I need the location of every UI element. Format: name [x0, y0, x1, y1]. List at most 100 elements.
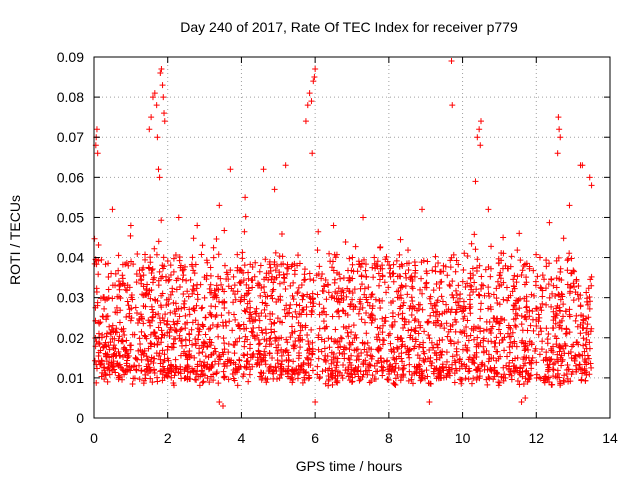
data-point — [147, 375, 154, 382]
data-point — [449, 102, 456, 109]
data-point — [359, 339, 366, 346]
data-point — [282, 162, 289, 169]
data-point — [586, 371, 593, 378]
data-point — [581, 356, 588, 363]
data-point — [102, 297, 109, 304]
data-point — [256, 281, 263, 288]
data-point — [195, 373, 202, 380]
data-point — [573, 368, 580, 375]
data-point — [133, 271, 140, 278]
data-point — [523, 304, 530, 311]
data-point — [155, 282, 162, 289]
data-point — [168, 344, 175, 351]
data-point — [530, 292, 537, 299]
data-point — [362, 261, 369, 268]
data-point — [215, 298, 222, 305]
data-point — [577, 321, 584, 328]
data-point — [247, 354, 254, 361]
data-point — [225, 376, 232, 383]
data-point — [449, 278, 456, 285]
data-point — [386, 370, 393, 377]
data-point — [557, 134, 564, 141]
data-point — [565, 366, 572, 373]
data-point — [170, 299, 177, 306]
data-point — [438, 293, 445, 300]
data-point — [230, 273, 237, 280]
data-point — [537, 304, 544, 311]
data-point — [213, 370, 220, 377]
data-point — [321, 356, 328, 363]
data-point — [113, 304, 120, 311]
data-point — [126, 284, 133, 291]
data-point — [186, 347, 193, 354]
data-point — [178, 342, 185, 349]
data-point — [161, 317, 168, 324]
data-point — [96, 361, 103, 368]
data-point — [353, 368, 360, 375]
data-point — [400, 299, 407, 306]
data-point — [336, 271, 343, 278]
data-point — [477, 306, 484, 313]
data-point — [376, 276, 383, 283]
data-point — [278, 231, 285, 238]
data-point — [358, 281, 365, 288]
data-point — [190, 267, 197, 274]
data-point — [257, 369, 264, 376]
data-point — [212, 313, 219, 320]
data-point — [315, 332, 322, 339]
data-point — [534, 305, 541, 312]
data-point — [394, 371, 401, 378]
data-point — [439, 298, 446, 305]
data-point — [480, 343, 487, 350]
data-point — [273, 344, 280, 351]
data-point — [315, 271, 322, 278]
data-point — [445, 306, 452, 313]
data-point — [391, 349, 398, 356]
data-point — [412, 336, 419, 343]
data-point — [209, 322, 216, 329]
data-point — [564, 257, 571, 264]
data-point — [173, 277, 180, 284]
data-point — [137, 273, 144, 280]
data-point — [580, 342, 587, 349]
data-point — [176, 313, 183, 320]
data-point — [173, 364, 180, 371]
data-point — [309, 290, 316, 297]
data-point — [583, 289, 590, 296]
data-point — [223, 322, 230, 329]
data-point — [401, 321, 408, 328]
data-point — [146, 319, 153, 326]
data-point — [200, 339, 207, 346]
data-point — [420, 339, 427, 346]
data-point — [206, 364, 213, 371]
data-point — [145, 369, 152, 376]
data-point — [130, 261, 137, 268]
data-point — [158, 327, 165, 334]
data-point — [514, 312, 521, 319]
data-point — [447, 337, 454, 344]
data-point — [349, 254, 356, 261]
data-point — [122, 286, 129, 293]
data-point — [376, 297, 383, 304]
data-point — [461, 313, 468, 320]
data-point — [123, 314, 130, 321]
data-point — [174, 318, 181, 325]
data-point — [496, 301, 503, 308]
data-point — [522, 394, 529, 401]
data-point — [546, 294, 553, 301]
data-point — [331, 251, 338, 258]
data-point — [510, 302, 517, 309]
data-point — [326, 250, 333, 257]
data-point — [262, 357, 269, 364]
data-point — [255, 313, 262, 320]
data-point — [571, 268, 578, 275]
data-point — [460, 307, 467, 314]
data-point — [346, 356, 353, 363]
data-point — [318, 275, 325, 282]
data-point — [276, 253, 283, 260]
data-point — [367, 362, 374, 369]
data-point — [294, 371, 301, 378]
data-point — [242, 194, 249, 201]
data-point — [497, 330, 504, 337]
data-point — [329, 264, 336, 271]
